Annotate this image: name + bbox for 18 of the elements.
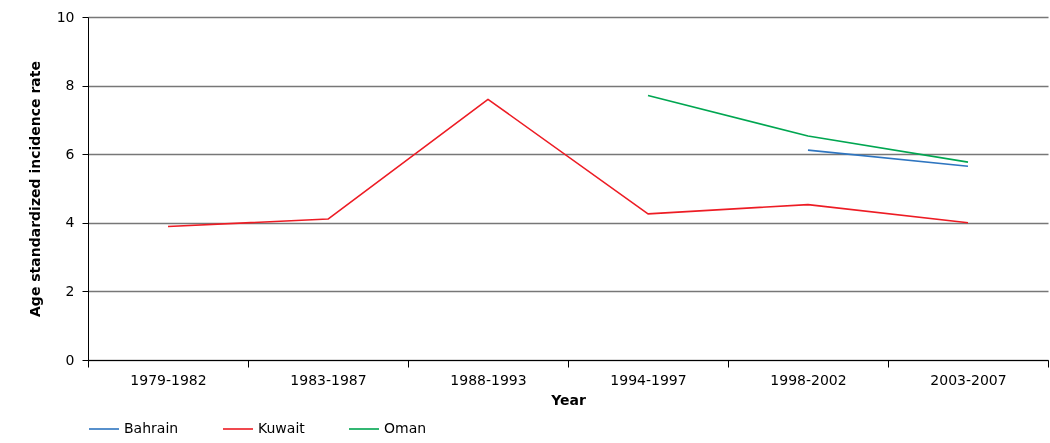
x-tick-label: 1998-2002 bbox=[770, 371, 847, 388]
y-tick-label: 10 bbox=[56, 8, 75, 25]
legend-label: Bahrain bbox=[124, 420, 179, 436]
x-tick-label: 1979-1982 bbox=[130, 371, 207, 388]
y-tick-label: 0 bbox=[65, 351, 75, 368]
x-axis-title: Year bbox=[550, 391, 586, 408]
y-tick-label: 6 bbox=[65, 145, 75, 162]
y-tick-label: 2 bbox=[65, 282, 75, 299]
y-tick-label: 4 bbox=[65, 214, 75, 231]
legend-label: Kuwait bbox=[258, 420, 306, 436]
x-tick-label: 2003-2007 bbox=[930, 371, 1007, 388]
y-axis-title: Age standardized incidence rate bbox=[26, 61, 43, 317]
y-tick-label: 8 bbox=[65, 77, 75, 94]
legend-label: Oman bbox=[384, 420, 427, 436]
x-tick-label: 1988-1993 bbox=[450, 371, 527, 388]
x-tick-label: 1983-1987 bbox=[290, 371, 367, 388]
line-series bbox=[167, 98, 969, 228]
x-tick-label: 1994-1997 bbox=[610, 371, 687, 388]
